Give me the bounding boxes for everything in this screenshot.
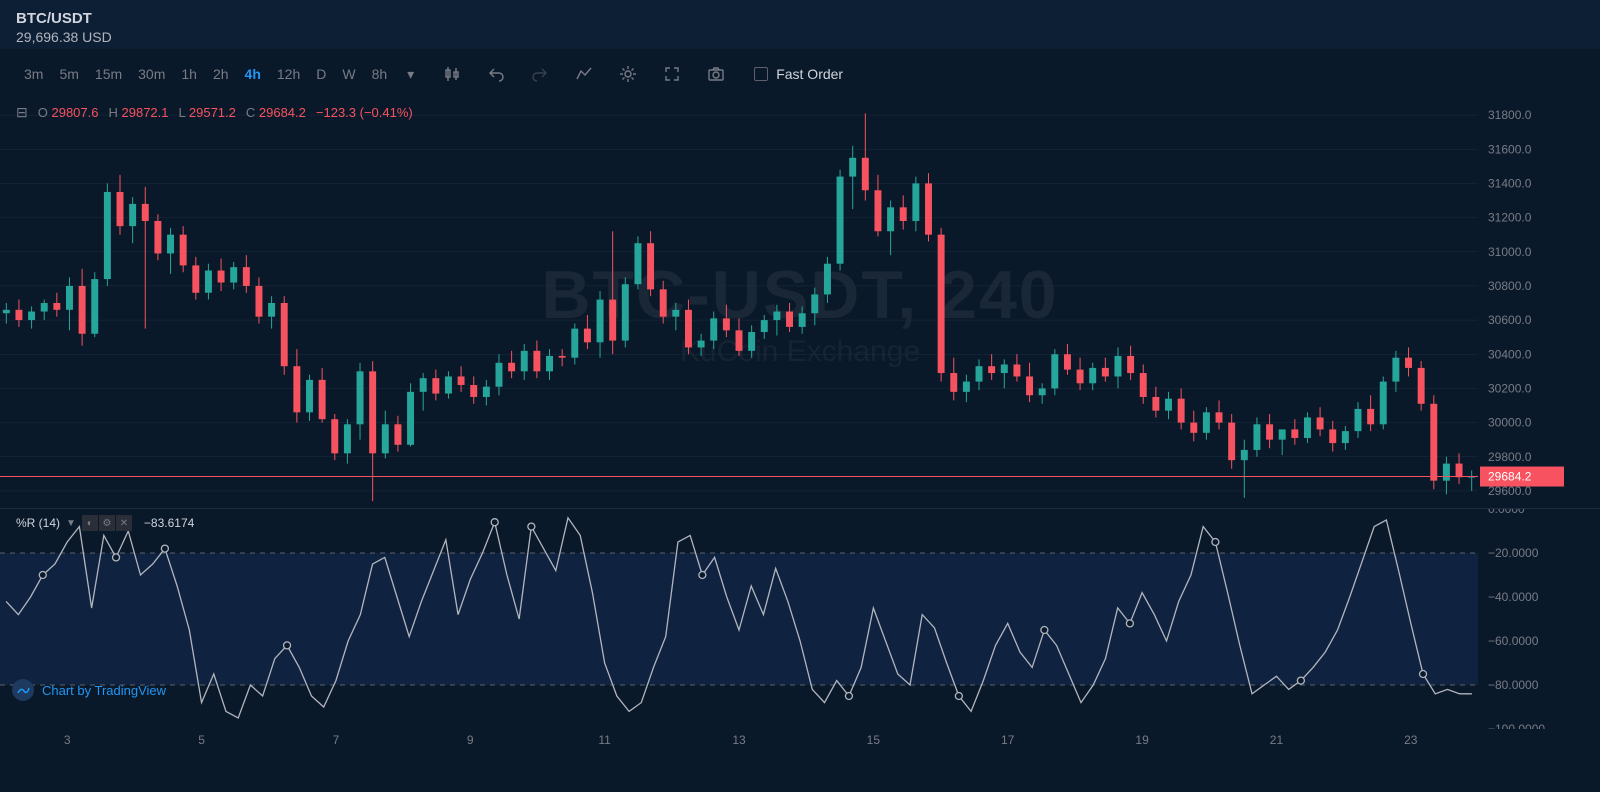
timeframe-15m[interactable]: 15m (87, 62, 130, 86)
indicator-value: −83.6174 (144, 516, 194, 530)
candlestick-style-icon[interactable] (438, 60, 466, 88)
toolbar: 3m5m15m30m1h2h4h12hDW8h ▾ Fast Order (0, 50, 1600, 98)
svg-text:−60.0000: −60.0000 (1488, 634, 1539, 648)
indicator-name[interactable]: %R (14) (16, 516, 60, 530)
svg-text:31000.0: 31000.0 (1488, 245, 1532, 259)
undo-icon[interactable] (482, 60, 510, 88)
ohlc-close: 29684.2 (259, 105, 306, 120)
fast-order-label: Fast Order (776, 66, 843, 82)
svg-text:9: 9 (467, 733, 474, 747)
settings-small-icon[interactable]: ⚙ (99, 515, 115, 531)
fullscreen-icon[interactable] (658, 60, 686, 88)
svg-text:15: 15 (867, 733, 881, 747)
attribution-label: Chart by TradingView (42, 683, 166, 698)
svg-text:31600.0: 31600.0 (1488, 142, 1532, 156)
fast-order-toggle[interactable]: Fast Order (754, 66, 843, 82)
visibility-icon[interactable]: ◐ (82, 515, 98, 531)
settings-icon[interactable] (614, 60, 642, 88)
svg-text:3: 3 (64, 733, 71, 747)
ohlc-open: 29807.6 (51, 105, 98, 120)
redo-icon[interactable] (526, 60, 554, 88)
svg-text:30800.0: 30800.0 (1488, 279, 1532, 293)
chevron-down-icon[interactable]: ▼ (66, 518, 76, 529)
svg-text:30600.0: 30600.0 (1488, 313, 1532, 327)
svg-text:30000.0: 30000.0 (1488, 416, 1532, 430)
checkbox-icon (754, 67, 768, 81)
ohlc-readout: ⊟ O 29807.6 H 29872.1 L 29571.2 C 29684.… (16, 104, 413, 121)
collapse-icon[interactable]: ⊟ (16, 104, 28, 121)
svg-text:23: 23 (1404, 733, 1418, 747)
svg-text:−80.0000: −80.0000 (1488, 678, 1539, 692)
svg-text:29684.2: 29684.2 (1488, 470, 1532, 484)
header: BTC/USDT 29,696.38 USD (0, 0, 1600, 50)
main-chart-pane[interactable]: ⊟ O 29807.6 H 29872.1 L 29571.2 C 29684.… (0, 98, 1600, 508)
svg-text:17: 17 (1001, 733, 1015, 747)
svg-text:21: 21 (1270, 733, 1284, 747)
svg-text:5: 5 (198, 733, 205, 747)
svg-text:30200.0: 30200.0 (1488, 381, 1532, 395)
svg-text:0.0000: 0.0000 (1488, 509, 1525, 516)
camera-icon[interactable] (702, 60, 730, 88)
current-price: 29,696.38 USD (16, 29, 1584, 45)
ohlc-high: 29872.1 (122, 105, 169, 120)
svg-text:29800.0: 29800.0 (1488, 450, 1532, 464)
indicator-header: %R (14) ▼ ◐⚙✕ −83.6174 (16, 515, 194, 531)
svg-text:30400.0: 30400.0 (1488, 347, 1532, 361)
ohlc-low: 29571.2 (189, 105, 236, 120)
attribution[interactable]: Chart by TradingView (12, 679, 166, 701)
timeframe-1h[interactable]: 1h (173, 62, 205, 86)
tradingview-logo-icon (12, 679, 34, 701)
svg-text:31200.0: 31200.0 (1488, 211, 1532, 225)
svg-text:−40.0000: −40.0000 (1488, 590, 1539, 604)
svg-text:13: 13 (732, 733, 746, 747)
timeframe-W[interactable]: W (334, 62, 363, 86)
timeframe-4h[interactable]: 4h (237, 62, 269, 86)
indicator-pane[interactable]: %R (14) ▼ ◐⚙✕ −83.6174 Chart by TradingV… (0, 508, 1600, 728)
symbol-title: BTC/USDT (16, 10, 1584, 27)
svg-text:31400.0: 31400.0 (1488, 176, 1532, 190)
timeframe-12h[interactable]: 12h (269, 62, 308, 86)
timeframe-30m[interactable]: 30m (130, 62, 173, 86)
svg-text:19: 19 (1135, 733, 1149, 747)
timeframe-8h[interactable]: 8h (364, 62, 396, 86)
svg-text:31800.0: 31800.0 (1488, 108, 1532, 122)
timeframe-2h[interactable]: 2h (205, 62, 237, 86)
ohlc-change: −123.3 (−0.41%) (316, 105, 413, 120)
timeframe-3m[interactable]: 3m (16, 62, 51, 86)
close-icon[interactable]: ✕ (116, 515, 132, 531)
svg-text:−20.0000: −20.0000 (1488, 546, 1539, 560)
svg-text:7: 7 (333, 733, 340, 747)
timeframe-5m[interactable]: 5m (51, 62, 86, 86)
timeframe-D[interactable]: D (308, 62, 334, 86)
indicator-controls: ◐⚙✕ (82, 515, 132, 531)
timeframe-group: 3m5m15m30m1h2h4h12hDW8h (16, 62, 395, 86)
x-axis[interactable]: 3 5 7 9 11 13 15 17 19 21 23 (0, 728, 1600, 752)
svg-text:11: 11 (598, 733, 611, 747)
indicators-icon[interactable] (570, 60, 598, 88)
timeframe-more-chevron[interactable]: ▾ (399, 62, 422, 87)
